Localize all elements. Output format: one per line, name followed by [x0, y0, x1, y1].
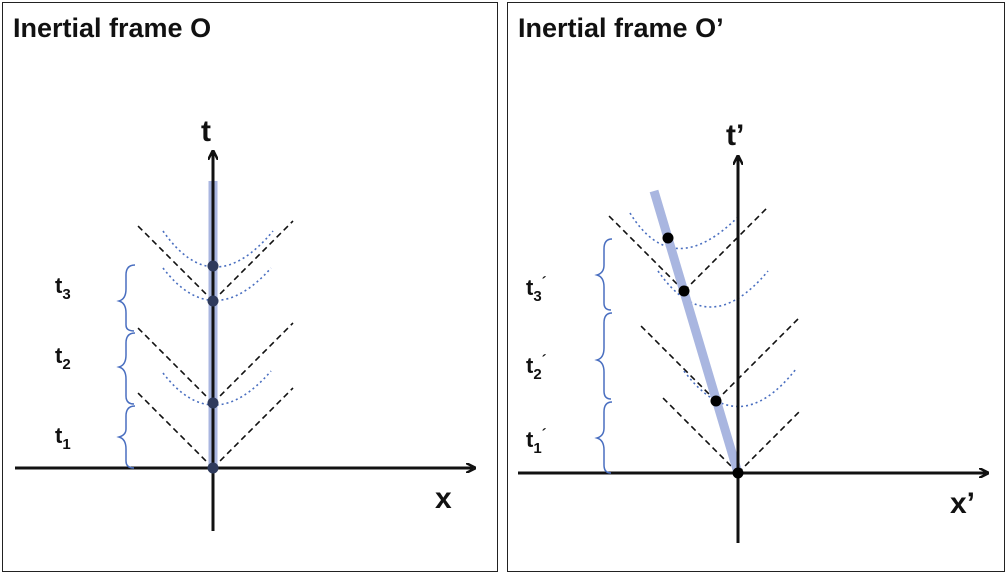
x-prime-axis-label: x’ — [950, 487, 975, 520]
event-point — [710, 395, 722, 407]
light-cone-line — [212, 387, 294, 469]
light-cone-line — [212, 322, 294, 404]
interval-braces-o-prime — [594, 238, 613, 474]
light-cone-line — [607, 214, 685, 292]
events-o-prime — [662, 232, 744, 479]
interval-label-t3-prime: t3´ — [526, 274, 547, 305]
event-point — [662, 232, 674, 244]
light-cone-line — [683, 206, 769, 292]
x-axis-label: x — [435, 482, 452, 515]
brace-t3 — [116, 264, 136, 332]
light-cones-o-prime — [607, 206, 801, 474]
panel-inertial-frame-o-prime: Inertial frame O’ — [507, 2, 1005, 572]
event-point — [207, 397, 219, 409]
light-cone-line — [137, 327, 214, 404]
light-cone-line — [137, 392, 214, 469]
brace-t2 — [116, 332, 136, 405]
light-cone-line — [212, 220, 294, 302]
event-point — [207, 462, 219, 474]
event-point — [207, 260, 219, 272]
spacetime-diagram-o: t x t3 t2 t1 — [15, 115, 499, 531]
interval-label-t2-prime: t2´ — [526, 352, 547, 383]
hyperbola-curve — [162, 370, 272, 406]
hyperbola-curve — [629, 212, 741, 250]
interval-label-t2: t2 — [55, 343, 71, 373]
brace-t2-prime — [594, 312, 613, 400]
hyperbola-curve — [162, 267, 272, 302]
interval-braces-o — [116, 264, 136, 469]
event-point — [678, 285, 690, 297]
light-cone-line — [640, 325, 717, 402]
interval-label-t1-prime: t1´ — [526, 426, 547, 457]
hyperbola-curve — [657, 270, 769, 308]
light-cone-line — [662, 397, 739, 474]
brace-t1-prime — [594, 401, 613, 474]
events-o — [207, 260, 219, 474]
light-cones-o — [137, 220, 294, 469]
event-point — [732, 467, 744, 479]
interval-label-t1: t1 — [55, 423, 71, 453]
event-point — [207, 295, 219, 307]
light-cone-line — [715, 318, 799, 402]
hyperbola-curve — [683, 368, 797, 408]
hyperbola-curve — [162, 230, 274, 268]
t-axis-label: t — [201, 115, 211, 148]
panel-inertial-frame-o: Inertial frame O — [2, 2, 498, 572]
t-prime-axis-label: t’ — [726, 119, 744, 152]
hyperbolas-o-prime — [629, 212, 797, 408]
panel-title-o-prime: Inertial frame O’ — [518, 13, 724, 43]
light-cone-line — [137, 225, 214, 302]
panel-title-o: Inertial frame O — [13, 13, 212, 43]
spacetime-diagram-o-prime: t’ x’ t3´ t2´ t1´ — [518, 119, 1006, 543]
interval-label-t3: t3 — [55, 273, 71, 303]
brace-t1 — [116, 405, 136, 469]
brace-t3-prime — [594, 238, 613, 311]
light-cone-line — [737, 410, 801, 474]
